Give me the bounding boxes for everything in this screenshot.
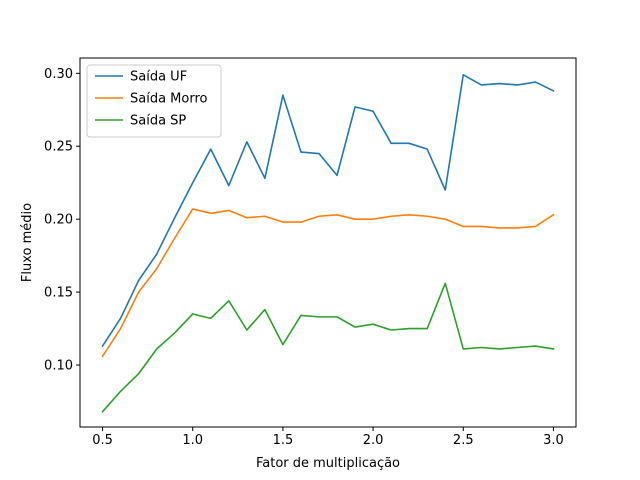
legend-label-2: Saída SP [130,114,186,129]
series-line-2 [101,282,555,413]
x-tick-label: 0.5 [92,433,113,448]
legend-label-0: Saída UF [130,70,187,85]
y-axis-label: Fluxo médio [20,203,35,282]
legend-label-1: Saída Morro [130,92,208,107]
y-tick-label: 0.25 [44,140,73,155]
plot-area-frame [79,57,577,428]
y-tick-label: 0.10 [44,359,73,374]
x-tick-label: 1.5 [273,433,294,448]
legend: Saída UF Saída Morro Saída SP [86,64,222,138]
y-tick-label: 0.30 [44,67,73,82]
y-tick-label: 0.20 [44,213,73,228]
y-axis: 0.10 0.15 0.20 0.25 0.30 [44,67,80,374]
x-tick-label: 3.0 [543,433,564,448]
x-axis-label: Fator de multiplicação [256,456,400,471]
series-layer [101,73,555,413]
series-line-0 [101,73,555,348]
x-tick-label: 2.5 [453,433,474,448]
x-tick-label: 2.0 [363,433,384,448]
y-tick-label: 0.15 [44,286,73,301]
x-tick-label: 1.0 [182,433,203,448]
x-axis: 0.5 1.0 1.5 2.0 2.5 3.0 [92,427,564,448]
legend-box [86,64,222,138]
series-line-1 [101,208,555,358]
